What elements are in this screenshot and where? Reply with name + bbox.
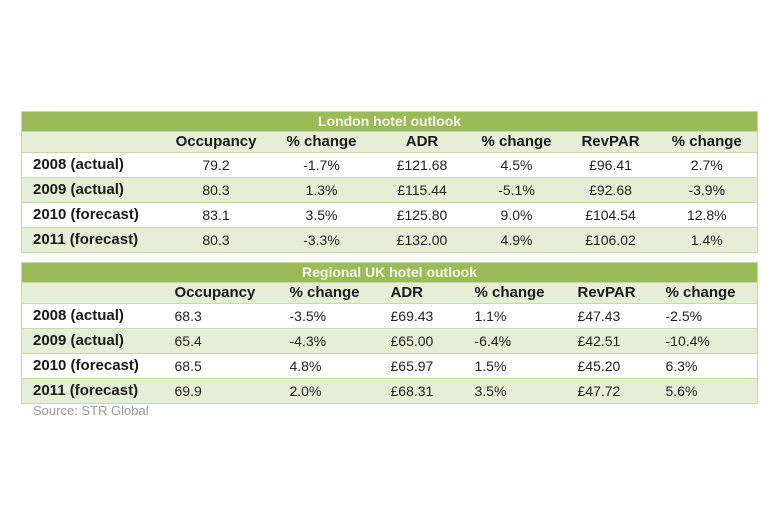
adr-cell: £65.97 — [390, 353, 475, 379]
table-title-row: Regional UK hotel outlook — [21, 262, 758, 283]
header-revpar: RevPAR — [577, 282, 666, 304]
header-occupancy: Occupancy — [164, 131, 268, 153]
adr-change-cell: 1.1% — [474, 303, 578, 329]
revpar-cell: £45.20 — [577, 353, 666, 379]
revpar-change-cell: 12.8% — [656, 202, 758, 228]
occ-change-cell: -1.7% — [267, 152, 376, 178]
revpar-cell: £92.68 — [564, 177, 657, 203]
header-adr-change: % change — [468, 131, 565, 153]
revpar-cell: £104.54 — [564, 202, 657, 228]
revpar-change-cell: 6.3% — [665, 353, 758, 379]
row-label: 2011 (forecast) — [21, 227, 165, 253]
row-label: 2009 (actual) — [21, 328, 175, 354]
adr-change-cell: 1.5% — [474, 353, 578, 379]
header-adr: ADR — [390, 282, 475, 304]
header-blank — [21, 282, 175, 304]
occupancy-cell: 83.1 — [164, 202, 268, 228]
occ-change-cell: 2.0% — [289, 378, 391, 404]
adr-cell: £65.00 — [390, 328, 475, 354]
row-label: 2011 (forecast) — [21, 378, 175, 404]
revpar-cell: £106.02 — [564, 227, 657, 253]
adr-cell: £132.00 — [375, 227, 469, 253]
table-title: London hotel outlook — [21, 111, 758, 132]
occupancy-cell: 80.3 — [164, 177, 268, 203]
header-adr: ADR — [375, 131, 469, 153]
occupancy-cell: 80.3 — [164, 227, 268, 253]
adr-change-cell: 4.9% — [468, 227, 565, 253]
revpar-cell: £47.43 — [577, 303, 666, 329]
occupancy-cell: 69.9 — [174, 378, 290, 404]
occ-change-cell: -3.3% — [267, 227, 376, 253]
regional-uk-hotel-outlook-table: Regional UK hotel outlook Occupancy % ch… — [21, 262, 759, 404]
occ-change-cell: 3.5% — [267, 202, 376, 228]
table-title: Regional UK hotel outlook — [21, 262, 758, 283]
header-occ-change: % change — [289, 282, 391, 304]
revpar-change-cell: 5.6% — [665, 378, 758, 404]
london-hotel-outlook-table: London hotel outlook Occupancy % change … — [21, 111, 759, 253]
occ-change-cell: -3.5% — [289, 303, 391, 329]
header-blank — [21, 131, 165, 153]
header-revpar-change: % change — [656, 131, 758, 153]
revpar-change-cell: 1.4% — [656, 227, 758, 253]
occ-change-cell: -4.3% — [289, 328, 391, 354]
adr-change-cell: 3.5% — [474, 378, 578, 404]
occupancy-cell: 68.3 — [174, 303, 290, 329]
revpar-change-cell: -3.9% — [656, 177, 758, 203]
revpar-change-cell: -10.4% — [665, 328, 758, 354]
header-revpar-change: % change — [665, 282, 758, 304]
revpar-cell: £42.51 — [577, 328, 666, 354]
header-occ-change: % change — [267, 131, 376, 153]
revpar-cell: £96.41 — [564, 152, 657, 178]
revpar-change-cell: 2.7% — [656, 152, 758, 178]
adr-cell: £115.44 — [375, 177, 469, 203]
header-row: Occupancy % change ADR % change RevPAR %… — [21, 282, 758, 304]
adr-change-cell: -6.4% — [474, 328, 578, 354]
adr-cell: £121.68 — [375, 152, 469, 178]
adr-cell: £68.31 — [390, 378, 475, 404]
header-revpar: RevPAR — [564, 131, 657, 153]
header-row: Occupancy % change ADR % change RevPAR %… — [21, 131, 758, 153]
adr-change-cell: -5.1% — [468, 177, 565, 203]
occ-change-cell: 4.8% — [289, 353, 391, 379]
table-row: 2010 (forecast) 68.5 4.8% £65.97 1.5% £4… — [21, 353, 758, 379]
table-row: 2009 (actual) 65.4 -4.3% £65.00 -6.4% £4… — [21, 328, 758, 354]
occupancy-cell: 65.4 — [174, 328, 290, 354]
table-row: 2011 (forecast) 69.9 2.0% £68.31 3.5% £4… — [21, 378, 758, 404]
row-label: 2010 (forecast) — [21, 202, 165, 228]
revpar-cell: £47.72 — [577, 378, 666, 404]
occupancy-cell: 79.2 — [164, 152, 268, 178]
adr-change-cell: 9.0% — [468, 202, 565, 228]
table-title-row: London hotel outlook — [21, 111, 758, 132]
table-row: 2011 (forecast) 80.3 -3.3% £132.00 4.9% … — [21, 227, 758, 253]
revpar-change-cell: -2.5% — [665, 303, 758, 329]
table-row: 2008 (actual) 68.3 -3.5% £69.43 1.1% £47… — [21, 303, 758, 329]
row-label: 2009 (actual) — [21, 177, 165, 203]
row-label: 2010 (forecast) — [21, 353, 175, 379]
adr-cell: £69.43 — [390, 303, 475, 329]
occupancy-cell: 68.5 — [174, 353, 290, 379]
header-adr-change: % change — [474, 282, 578, 304]
table-row: 2009 (actual) 80.3 1.3% £115.44 -5.1% £9… — [21, 177, 758, 203]
row-label: 2008 (actual) — [21, 152, 165, 178]
table-row: 2010 (forecast) 83.1 3.5% £125.80 9.0% £… — [21, 202, 758, 228]
row-label: 2008 (actual) — [21, 303, 175, 329]
adr-cell: £125.80 — [375, 202, 469, 228]
header-occupancy: Occupancy — [174, 282, 290, 304]
occ-change-cell: 1.3% — [267, 177, 376, 203]
source-caption: Source: STR Global — [33, 403, 149, 418]
adr-change-cell: 4.5% — [468, 152, 565, 178]
table-row: 2008 (actual) 79.2 -1.7% £121.68 4.5% £9… — [21, 152, 758, 178]
